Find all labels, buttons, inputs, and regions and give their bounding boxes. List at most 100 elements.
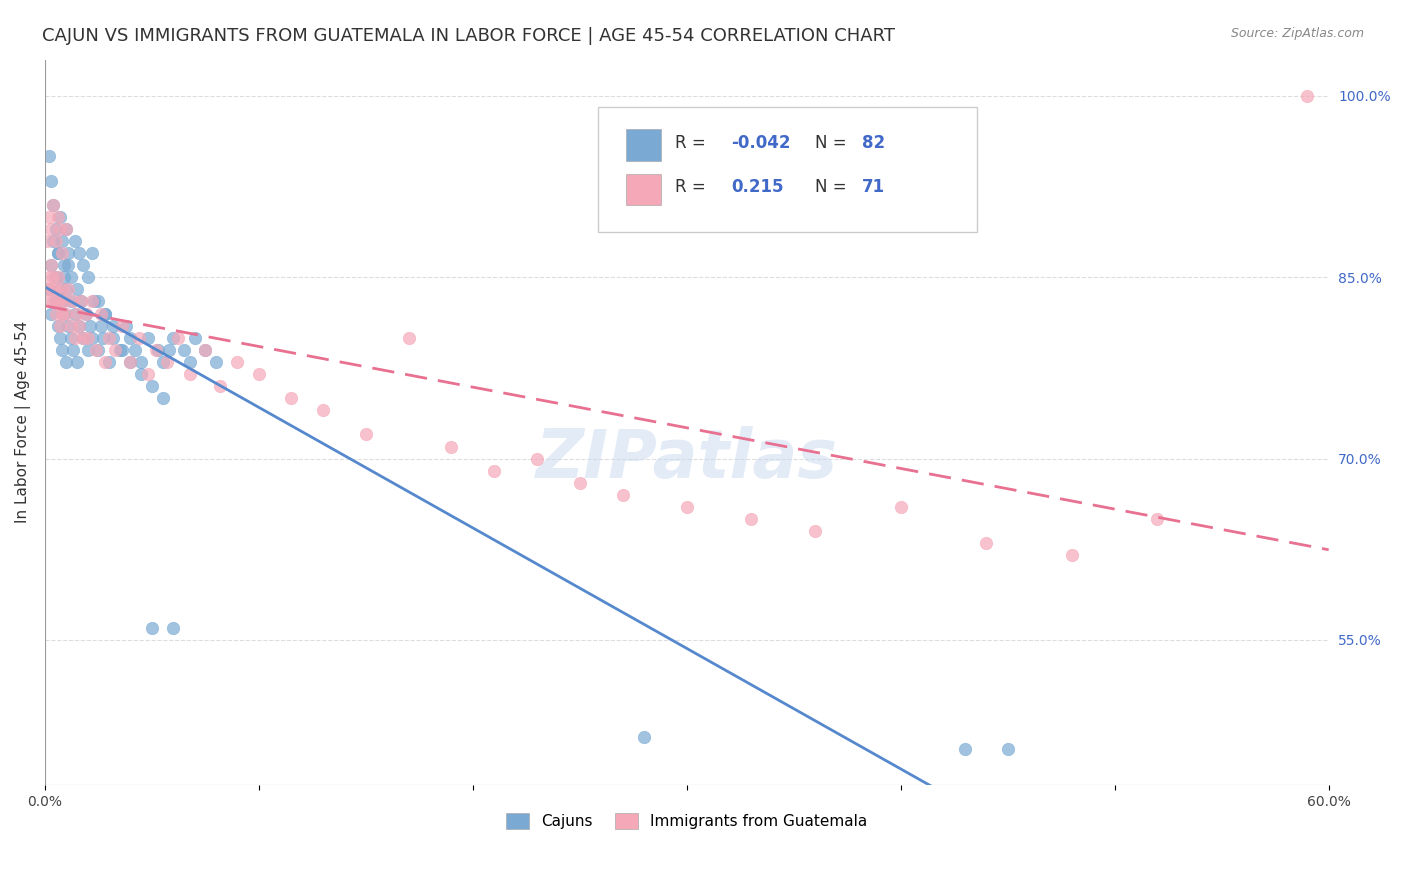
Point bbox=[45, 222, 67, 236]
Point bbox=[183, 331, 205, 345]
Point bbox=[162, 621, 184, 635]
Point bbox=[51, 234, 73, 248]
Point bbox=[740, 512, 762, 526]
Point bbox=[46, 270, 69, 285]
Point bbox=[67, 318, 90, 333]
Point bbox=[804, 524, 827, 538]
Text: R =: R = bbox=[675, 178, 711, 196]
Point bbox=[173, 343, 195, 357]
Point bbox=[72, 258, 94, 272]
Point bbox=[67, 246, 90, 260]
Point bbox=[53, 270, 76, 285]
Point bbox=[953, 741, 976, 756]
Point bbox=[612, 488, 634, 502]
Text: 82: 82 bbox=[862, 134, 884, 152]
Text: 0.215: 0.215 bbox=[731, 178, 783, 196]
Point bbox=[280, 391, 302, 405]
Point bbox=[45, 294, 67, 309]
Point bbox=[141, 621, 163, 635]
Point bbox=[157, 343, 180, 357]
Point bbox=[35, 234, 58, 248]
Point bbox=[51, 246, 73, 260]
Text: N =: N = bbox=[815, 178, 852, 196]
Point bbox=[87, 294, 110, 309]
Point bbox=[39, 258, 62, 272]
Point bbox=[63, 331, 86, 345]
Point bbox=[38, 282, 60, 296]
Point bbox=[136, 331, 159, 345]
Point bbox=[89, 318, 111, 333]
Point bbox=[59, 331, 82, 345]
Point bbox=[354, 427, 377, 442]
Point bbox=[145, 343, 167, 357]
Point bbox=[62, 294, 84, 309]
Point bbox=[128, 331, 150, 345]
Point bbox=[59, 294, 82, 309]
Point bbox=[51, 306, 73, 320]
Point bbox=[129, 367, 152, 381]
Point bbox=[51, 282, 73, 296]
Point bbox=[66, 355, 89, 369]
Point bbox=[75, 306, 97, 320]
Point bbox=[89, 306, 111, 320]
Point bbox=[141, 379, 163, 393]
Point bbox=[55, 282, 77, 296]
Point bbox=[120, 355, 142, 369]
Point bbox=[890, 500, 912, 514]
Point bbox=[39, 173, 62, 187]
Point bbox=[53, 258, 76, 272]
Point bbox=[997, 741, 1019, 756]
Point bbox=[94, 306, 117, 320]
Point bbox=[98, 331, 121, 345]
Point bbox=[75, 306, 97, 320]
Point bbox=[398, 331, 420, 345]
Point bbox=[1146, 512, 1168, 526]
Point bbox=[1296, 88, 1319, 103]
Point bbox=[76, 343, 98, 357]
Point bbox=[120, 331, 142, 345]
Point bbox=[91, 331, 114, 345]
Point bbox=[46, 294, 69, 309]
Point bbox=[72, 331, 94, 345]
Point bbox=[49, 318, 72, 333]
Point bbox=[59, 270, 82, 285]
Point bbox=[67, 318, 90, 333]
Point bbox=[42, 197, 65, 211]
Point bbox=[39, 282, 62, 296]
Point bbox=[152, 391, 174, 405]
Point bbox=[440, 440, 463, 454]
Point bbox=[633, 730, 655, 744]
Point bbox=[179, 367, 201, 381]
Y-axis label: In Labor Force | Age 45-54: In Labor Force | Age 45-54 bbox=[15, 321, 31, 524]
Point bbox=[42, 234, 65, 248]
Point bbox=[1060, 549, 1083, 563]
Point bbox=[58, 318, 80, 333]
Point bbox=[209, 379, 232, 393]
Point bbox=[63, 234, 86, 248]
Point bbox=[38, 210, 60, 224]
Point bbox=[49, 222, 72, 236]
Point bbox=[104, 343, 127, 357]
Point bbox=[46, 246, 69, 260]
Point bbox=[66, 306, 89, 320]
Point bbox=[79, 318, 101, 333]
Text: Source: ZipAtlas.com: Source: ZipAtlas.com bbox=[1230, 27, 1364, 40]
Point bbox=[55, 355, 77, 369]
Point bbox=[80, 331, 103, 345]
Point bbox=[226, 355, 249, 369]
Point bbox=[38, 294, 60, 309]
Point bbox=[194, 343, 217, 357]
Point bbox=[49, 282, 72, 296]
Point bbox=[38, 270, 60, 285]
Point bbox=[83, 294, 105, 309]
Point bbox=[148, 343, 170, 357]
Text: CAJUN VS IMMIGRANTS FROM GUATEMALA IN LABOR FORCE | AGE 45-54 CORRELATION CHART: CAJUN VS IMMIGRANTS FROM GUATEMALA IN LA… bbox=[42, 27, 896, 45]
Point bbox=[45, 306, 67, 320]
Point bbox=[55, 222, 77, 236]
Text: 71: 71 bbox=[862, 178, 884, 196]
Point bbox=[42, 197, 65, 211]
Point bbox=[35, 282, 58, 296]
Point bbox=[162, 331, 184, 345]
Point bbox=[80, 246, 103, 260]
Point bbox=[675, 500, 697, 514]
